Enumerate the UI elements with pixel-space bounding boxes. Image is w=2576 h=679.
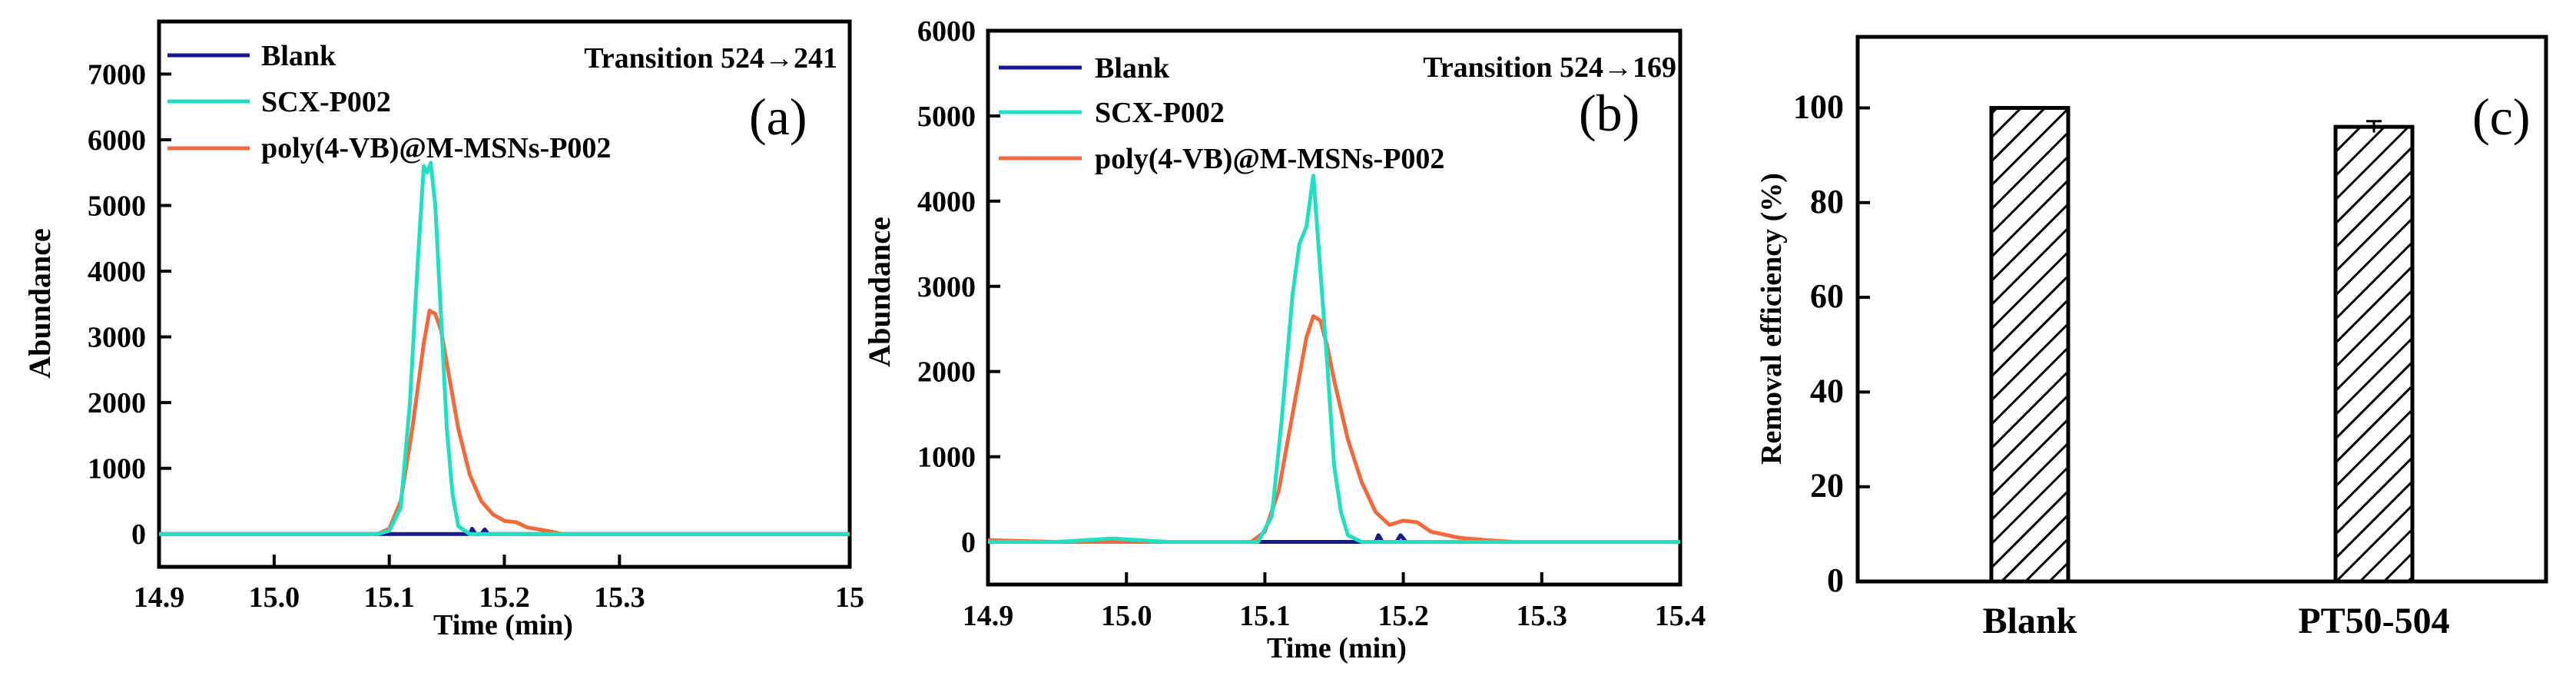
panel-a-ytick-label: 3000 [88, 322, 146, 354]
panel-a-ytick-label: 0 [131, 518, 146, 551]
panel-c-plot: 0 20 40 60 80 100 Blank PT50-504 [1793, 35, 2548, 641]
panel-a-legend-poly: poly(4-VB)@M-MSNs-P002 [261, 132, 611, 164]
panel-a-ytick-label: 4000 [88, 256, 146, 288]
panel-a-ytick-label: 2000 [88, 387, 146, 419]
panel-c-ytick-label: 100 [1793, 88, 1844, 125]
panel-c-ytick-label: 40 [1810, 372, 1844, 409]
panel-b-ytick-label: 5000 [917, 101, 976, 133]
panel-a-legend-blank: Blank [261, 40, 337, 72]
panel-b-ytick-label: 4000 [917, 186, 976, 218]
panel-a-legend: Blank SCX-P002 poly(4-VB)@M-MSNs-P002 [167, 40, 611, 164]
panel-b-ytick-label: 1000 [917, 442, 976, 474]
panel-a-xtick-label: 15 [835, 581, 864, 614]
panel-b-ytick-label: 0 [961, 527, 976, 559]
panel-c-category-label: Blank [1983, 601, 2077, 641]
panel-b-xtick-label: 14.9 [963, 600, 1014, 632]
panel-a-xtick-label: 15.0 [249, 581, 300, 614]
panel-b-xtick-label: 15.4 [1655, 600, 1706, 632]
panel-b-xtick-label: 15.0 [1101, 600, 1152, 632]
panel-a-xtick-label: 15.3 [594, 581, 645, 614]
panel-b-xtick-label: 15.3 [1517, 600, 1568, 632]
panel-b-xtick-label: 15.1 [1239, 600, 1291, 632]
panel-b-ytick-label: 2000 [917, 356, 976, 389]
panel-b-ylabel: Abundance [862, 217, 897, 367]
panel-c-axes-frame [1855, 35, 2548, 584]
panel-c-label: (c) [2472, 88, 2530, 146]
panel-b-xtick-label: 15.2 [1378, 600, 1429, 632]
panel-a-series-scx-p002 [159, 161, 850, 536]
panel-c-ytick-label: 0 [1827, 561, 1844, 599]
panel-a-xtick-label: 15.2 [479, 581, 530, 614]
panel-a-xtick-label: 14.9 [134, 581, 185, 614]
panel-c-ylabel: Removal efficiency (%) [1755, 173, 1788, 465]
panel-a: 0 1000 2000 3000 4000 5000 6000 7000 14.9 15.0 15.… [22, 19, 864, 641]
panel-b-legend-blank: Blank [1095, 52, 1170, 84]
panel-a-ytick-label: 7000 [88, 58, 146, 91]
panel-b-legend-poly: poly(4-VB)@M-MSNs-P002 [1095, 143, 1444, 175]
panel-b-ytick-label: 6000 [917, 15, 976, 48]
panel-a-plot: 0 1000 2000 3000 4000 5000 6000 7000 14.9 15.0 15.… [88, 19, 864, 614]
panel-a-series-poly-4-vb-m-msns-p002 [159, 308, 850, 536]
panel-b-legend-scx: SCX-P002 [1095, 97, 1225, 129]
panel-a-xlabel: Time (min) [433, 609, 573, 641]
panel-b-xlabel: Time (min) [1267, 632, 1407, 664]
panel-b-plot: 0 1000 2000 3000 4000 5000 6000 14.9 15.0 15.1 15.… [917, 15, 1706, 632]
panel-c-bar-blank [1989, 105, 2070, 584]
panel-c-ytick-label: 80 [1810, 183, 1844, 220]
panel-b-series-scx-p002 [988, 174, 1680, 544]
panel-b: 0 1000 2000 3000 4000 5000 6000 14.9 15.0 15.1 15.… [862, 15, 1706, 664]
panel-a-ytick-label: 6000 [88, 124, 146, 157]
panel-c-ytick-label: 60 [1810, 277, 1844, 315]
panel-b-annotation: Transition 524→169 [1423, 51, 1676, 84]
panel-b-legend: Blank SCX-P002 poly(4-VB)@M-MSNs-P002 [999, 52, 1444, 175]
panel-c-category-label: PT50-504 [2298, 601, 2449, 641]
panel-c: 0 20 40 60 80 100 Blank PT50-504 Removal effici… [1755, 35, 2548, 641]
panel-a-ylabel: Abundance [22, 228, 57, 379]
panel-b-axes-frame [986, 28, 1683, 587]
panel-a-ytick-label: 1000 [88, 453, 146, 485]
panel-a-legend-scx: SCX-P002 [261, 86, 391, 118]
panel-b-ytick-label: 3000 [917, 271, 976, 303]
panel-c-ytick-label: 20 [1810, 467, 1844, 505]
panel-a-annotation: Transition 524→241 [584, 42, 837, 75]
panel-a-label: (a) [749, 88, 807, 146]
panel-a-xtick-label: 15.1 [363, 581, 415, 614]
panel-b-series-poly-4-vb-m-msns-p002 [987, 314, 1680, 544]
panel-a-ytick-label: 5000 [88, 190, 146, 223]
panel-c-bar-pt50-504 [2333, 124, 2415, 584]
panel-b-label: (b) [1579, 84, 1639, 142]
